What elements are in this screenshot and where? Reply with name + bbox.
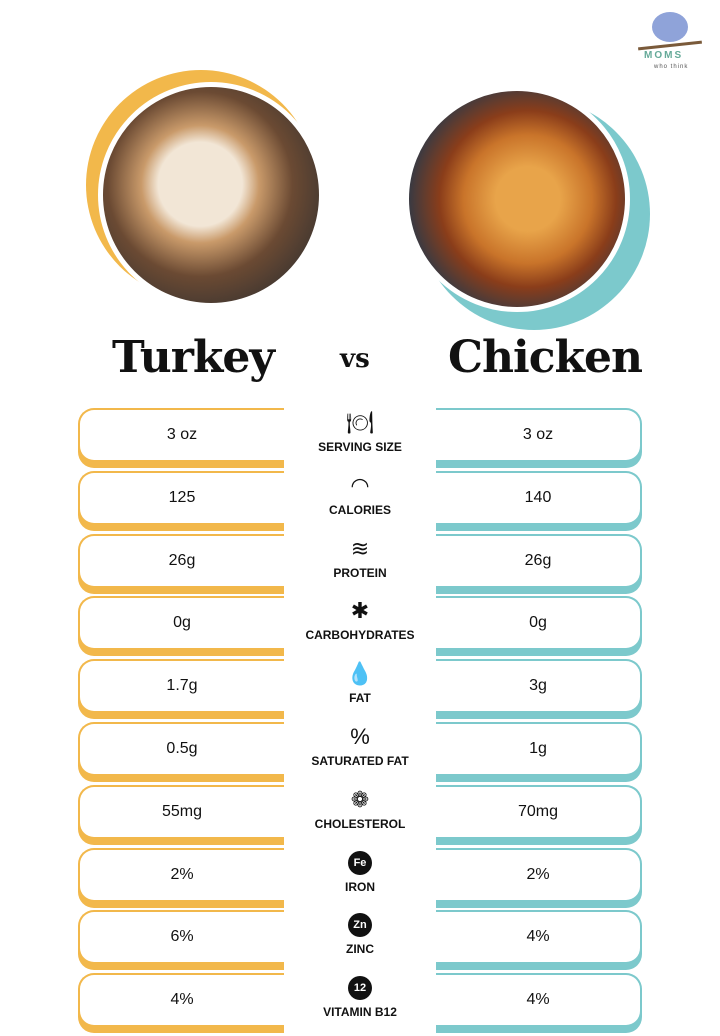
chicken-value: 4% — [436, 910, 642, 965]
comparison-row: 26g ≋ PROTEIN 26g — [0, 533, 720, 590]
percent-drop-icon: % — [350, 724, 370, 749]
comparison-row: 55mg ❁ CHOLESTEROL 70mg — [0, 784, 720, 841]
logo-text: MOMS — [644, 50, 684, 61]
turkey-value: 4% — [78, 973, 284, 1028]
nutrient-label: CALORIES — [328, 502, 391, 517]
chicken-value: 1g — [436, 722, 642, 776]
nutrient-label-group: ✱ CARBOHYDRATES — [290, 596, 430, 642]
nutrient-label: PROTEIN — [333, 565, 387, 580]
molecule-icon: ❁ — [350, 786, 370, 812]
nutrient-label-group: ❁ CHOLESTEROL — [290, 785, 430, 831]
fe-badge-icon: Fe — [348, 850, 372, 875]
chicken-value: 4% — [436, 973, 642, 1028]
chicken-value: 0g — [436, 596, 642, 651]
comparison-row: 3 oz 🍽 SERVING SIZE 3 oz — [0, 408, 720, 464]
nutrient-label-group: ≋ PROTEIN — [290, 534, 430, 580]
nutrient-label-group: 🍽 SERVING SIZE — [290, 408, 430, 454]
chicken-value: 70mg — [436, 784, 642, 839]
comparison-row: 4% 12 VITAMIN B12 4% — [0, 973, 720, 1029]
nutrient-label: SERVING SIZE — [318, 440, 402, 454]
nutrient-label: CHOLESTEROL — [314, 816, 406, 831]
vs-label: vs — [340, 344, 370, 374]
dna-icon: ≋ — [350, 535, 370, 561]
turkey-value: 125 — [78, 470, 284, 525]
chicken-image — [404, 86, 630, 312]
turkey-value: 26g — [78, 533, 284, 588]
turkey-value: 55mg — [78, 784, 284, 839]
chicken-value: 3g — [436, 659, 642, 714]
logo-subtext: who think — [654, 64, 689, 70]
chicken-title: Chicken — [448, 332, 643, 383]
nutrient-label: FAT — [349, 691, 371, 706]
turkey-value: 6% — [78, 910, 284, 965]
nutrient-label: IRON — [345, 879, 375, 894]
chicken-value: 140 — [436, 470, 642, 525]
nutrient-label: CARBOHYDRATES — [305, 628, 415, 643]
turkey-value: 3 oz — [78, 408, 284, 462]
turkey-value: 0.5g — [78, 722, 284, 776]
nutrient-label-group: % SATURATED FAT — [290, 722, 430, 768]
drop-icon: 💧 — [346, 661, 374, 687]
comparison-row: 1.7g 💧 FAT 3g — [0, 659, 720, 715]
plate-cutlery-icon: 🍽 — [346, 410, 374, 435]
turkey-value: 0g — [78, 596, 284, 651]
gauge-icon: ◠ — [350, 472, 370, 498]
nutrient-label-group: Fe IRON — [290, 848, 430, 894]
nutrient-label: ZINC — [346, 942, 374, 957]
nutrient-label: SATURATED FAT — [311, 754, 409, 768]
chicken-value: 3 oz — [436, 408, 642, 462]
nutrient-label-group: 💧 FAT — [290, 659, 430, 705]
bird-icon — [652, 12, 688, 42]
b12-badge-icon: 12 — [348, 976, 372, 1001]
nutrient-label: VITAMIN B12 — [323, 1005, 397, 1020]
comparison-row: 6% Zn ZINC 4% — [0, 910, 720, 966]
zn-badge-icon: Zn — [348, 913, 372, 938]
turkey-image — [98, 82, 324, 308]
turkey-title: Turkey — [112, 332, 275, 383]
wheat-icon: ✱ — [350, 598, 370, 624]
turkey-value: 2% — [78, 847, 284, 902]
comparison-row: 2% Fe IRON 2% — [0, 847, 720, 904]
comparison-row: 125 ◠ CALORIES 140 — [0, 470, 720, 527]
comparison-row: 0g ✱ CARBOHYDRATES 0g — [0, 596, 720, 652]
turkey-value: 1.7g — [78, 659, 284, 714]
comparison-row: 0.5g % SATURATED FAT 1g — [0, 722, 720, 778]
logo: MOMS who think — [634, 8, 710, 74]
branch-icon — [638, 40, 702, 51]
nutrient-label-group: ◠ CALORIES — [290, 471, 430, 517]
nutrient-label-group: 12 VITAMIN B12 — [290, 973, 430, 1019]
chicken-value: 2% — [436, 847, 642, 902]
chicken-value: 26g — [436, 533, 642, 588]
nutrient-label-group: Zn ZINC — [290, 910, 430, 956]
